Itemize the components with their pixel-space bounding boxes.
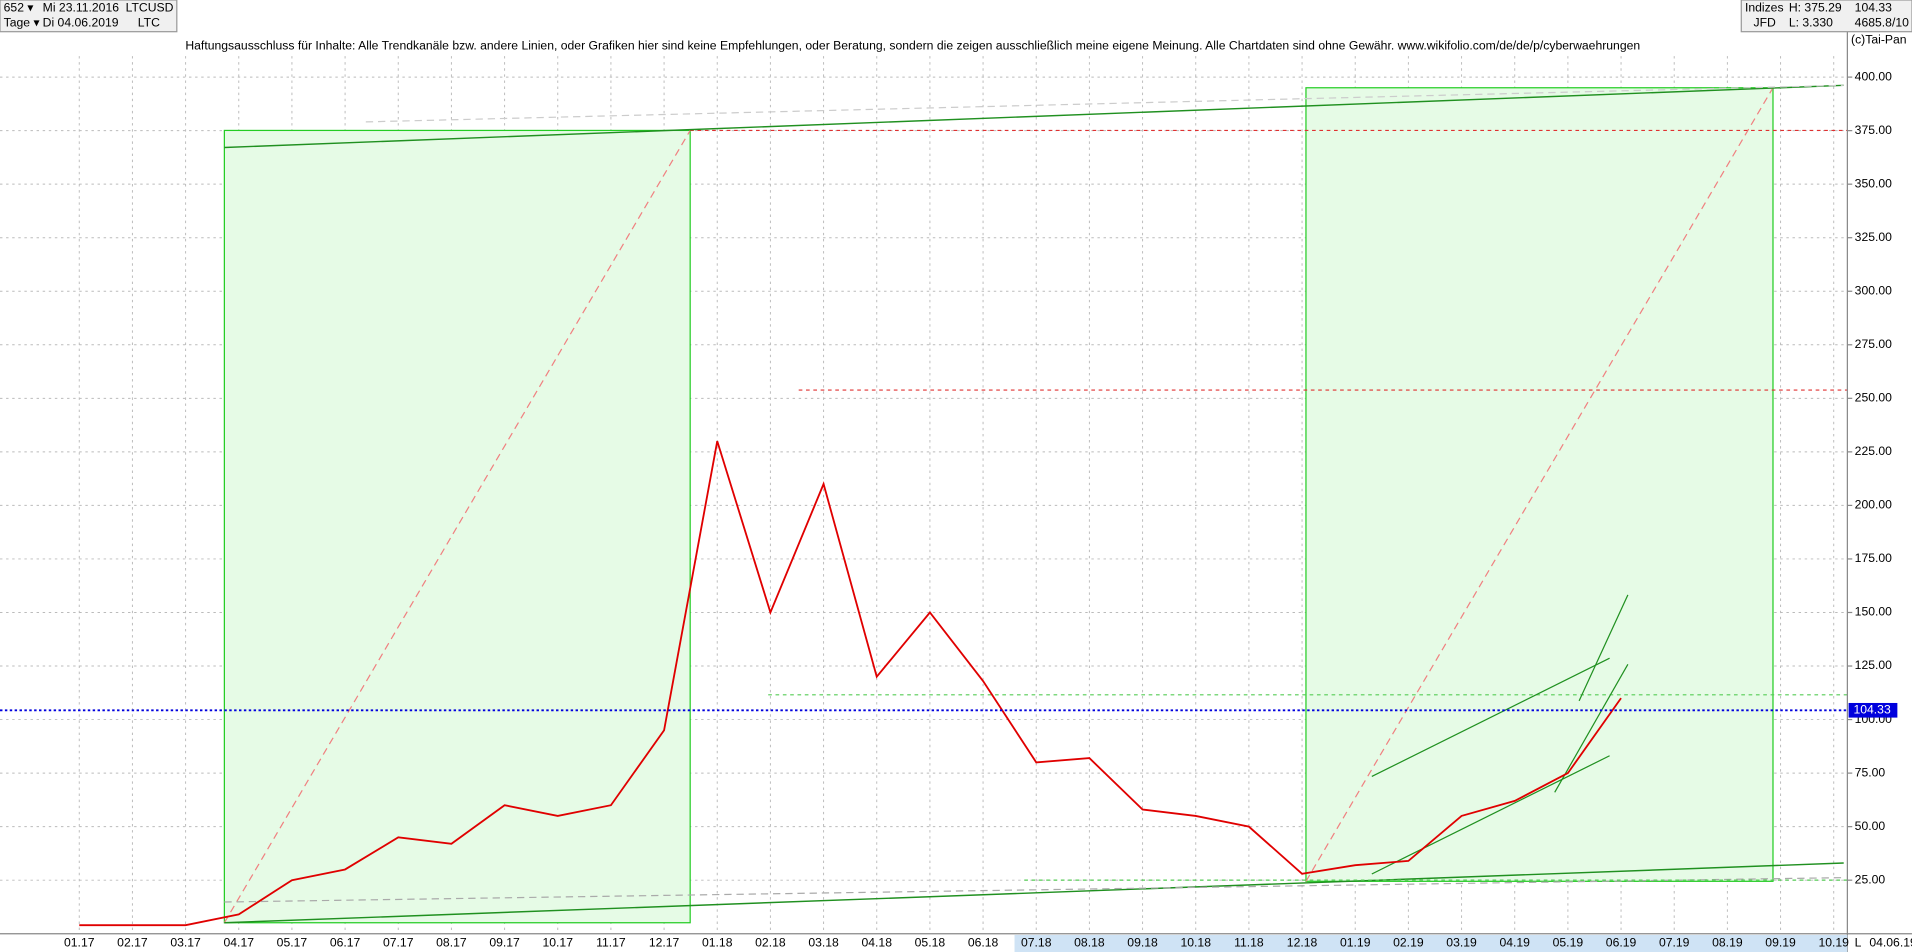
disclaimer: Haftungsausschluss für Inhalte: Alle Tre… bbox=[185, 39, 1640, 53]
last: 104.33 bbox=[1855, 1, 1893, 15]
y-tick-label: 350.00 bbox=[1855, 176, 1893, 190]
trend-line bbox=[224, 862, 1844, 924]
annotation-line bbox=[1305, 87, 1774, 882]
y-tick-label: 50.00 bbox=[1855, 819, 1886, 833]
x-tick-label: 02.18 bbox=[755, 936, 786, 950]
current-price-box bbox=[1848, 702, 1898, 718]
group: Indizes bbox=[1745, 1, 1784, 15]
x-tick-label: 01.17 bbox=[64, 936, 95, 950]
y-tick-label: 25.00 bbox=[1855, 872, 1886, 886]
x-tick-label: 07.18 bbox=[1021, 936, 1052, 950]
x-tick-label: 01.19 bbox=[1340, 936, 1371, 950]
x-tick-label: 02.19 bbox=[1393, 936, 1424, 950]
y-tick-label: 400.00 bbox=[1855, 69, 1893, 83]
volume: 4685.8/10 bbox=[1855, 15, 1909, 29]
x-tick-label: 08.17 bbox=[436, 936, 467, 950]
axis-highlight bbox=[1014, 934, 1848, 952]
annotation-line bbox=[223, 130, 691, 924]
low: L: 3.330 bbox=[1789, 15, 1833, 29]
header-box bbox=[0, 0, 178, 33]
annotation-line bbox=[365, 84, 1844, 123]
x-tick-label: 03.17 bbox=[170, 936, 201, 950]
x-tick-label: 12.17 bbox=[649, 936, 680, 950]
end-date: Di 04.06.2019 bbox=[43, 15, 119, 29]
x-tick-label: 01.18 bbox=[702, 936, 733, 950]
x-tick-label: 12.18 bbox=[1287, 936, 1318, 950]
axis-corner: L bbox=[1855, 936, 1862, 950]
annotation-line bbox=[224, 877, 1844, 903]
y-tick-label: 125.00 bbox=[1855, 658, 1893, 672]
x-tick-label: 03.19 bbox=[1446, 936, 1477, 950]
interval[interactable]: Tage ▾ bbox=[4, 15, 40, 29]
x-tick-label: 11.17 bbox=[596, 936, 626, 950]
y-tick-label: 325.00 bbox=[1855, 230, 1893, 244]
y-tick-label: 225.00 bbox=[1855, 444, 1893, 458]
x-tick-label: 09.18 bbox=[1127, 936, 1158, 950]
y-tick-label: 200.00 bbox=[1855, 498, 1893, 512]
y-tick-label: 175.00 bbox=[1855, 551, 1893, 565]
x-tick-label: 05.18 bbox=[915, 936, 946, 950]
axis-end-date: 04.06.19 bbox=[1869, 936, 1912, 950]
x-tick-label: 09.19 bbox=[1765, 936, 1796, 950]
x-tick-label: 02.17 bbox=[117, 936, 148, 950]
x-tick-label: 05.19 bbox=[1553, 936, 1584, 950]
x-tick-label: 04.18 bbox=[861, 936, 892, 950]
x-tick-label: 10.17 bbox=[542, 936, 573, 950]
x-tick-label: 06.19 bbox=[1606, 936, 1637, 950]
y-tick-label: 75.00 bbox=[1855, 765, 1886, 779]
y-tick-label: 375.00 bbox=[1855, 123, 1893, 137]
x-tick-label: 07.19 bbox=[1659, 936, 1690, 950]
x-tick-label: 06.17 bbox=[330, 936, 361, 950]
x-tick-label: 10.18 bbox=[1180, 936, 1211, 950]
x-tick-label: 11.18 bbox=[1234, 936, 1264, 950]
y-tick-label: 250.00 bbox=[1855, 391, 1893, 405]
y-tick-label: 275.00 bbox=[1855, 337, 1893, 351]
x-tick-label: 10.19 bbox=[1818, 936, 1849, 950]
x-tick-label: 05.17 bbox=[277, 936, 308, 950]
instrument-name: LTC bbox=[138, 15, 160, 29]
high: H: 375.29 bbox=[1789, 1, 1842, 15]
trend-line bbox=[1578, 594, 1629, 702]
header-box bbox=[1740, 0, 1912, 33]
x-tick-label: 04.19 bbox=[1499, 936, 1530, 950]
current-price-label: 104.33 bbox=[1853, 703, 1891, 717]
start-date: Mi 23.11.2016 bbox=[43, 1, 120, 15]
trend-line bbox=[224, 84, 1844, 149]
x-tick-label: 07.17 bbox=[383, 936, 414, 950]
x-tick-label: 04.17 bbox=[224, 936, 255, 950]
copyright: (c)Tai-Pan bbox=[1851, 32, 1907, 46]
trend-line bbox=[1554, 664, 1629, 793]
symbol: LTCUSD bbox=[126, 1, 174, 15]
y-tick-label: 150.00 bbox=[1855, 605, 1893, 619]
x-tick-label: 08.18 bbox=[1074, 936, 1105, 950]
y-tick-label: 300.00 bbox=[1855, 283, 1893, 297]
x-tick-label: 09.17 bbox=[489, 936, 520, 950]
source: JFD bbox=[1753, 15, 1776, 29]
price-line bbox=[79, 440, 1622, 927]
x-tick-label: 06.18 bbox=[968, 936, 999, 950]
x-tick-label: 08.19 bbox=[1712, 936, 1743, 950]
trend-line bbox=[1371, 755, 1610, 875]
x-tick-label: 03.18 bbox=[808, 936, 839, 950]
period-count[interactable]: 652 ▾ bbox=[4, 1, 34, 15]
trend-line bbox=[1371, 657, 1610, 778]
